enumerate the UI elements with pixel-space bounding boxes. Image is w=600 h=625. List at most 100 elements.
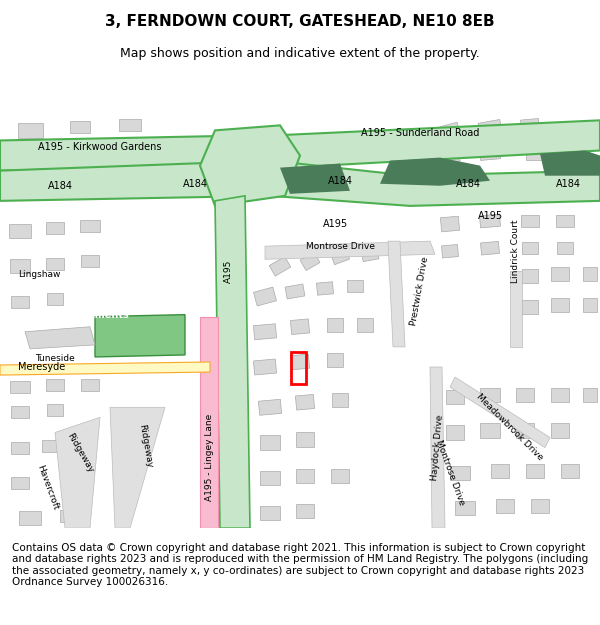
Text: Ridgeway: Ridgeway <box>137 423 153 468</box>
Bar <box>269 256 291 276</box>
Bar <box>583 298 597 312</box>
Bar <box>11 477 29 489</box>
Polygon shape <box>388 241 405 347</box>
Bar <box>550 124 570 136</box>
Text: A195 - Lingey Lane: A195 - Lingey Lane <box>205 414 215 501</box>
Bar <box>531 499 549 513</box>
Bar <box>260 506 280 520</box>
Polygon shape <box>450 377 550 448</box>
Bar <box>11 441 29 454</box>
Bar <box>20 149 40 162</box>
Bar <box>46 222 64 234</box>
Bar <box>296 504 314 518</box>
Polygon shape <box>55 418 100 528</box>
Bar <box>361 247 379 262</box>
Bar <box>10 381 30 393</box>
Bar <box>450 466 470 480</box>
Bar <box>479 214 500 228</box>
Bar <box>296 432 314 446</box>
Bar <box>11 296 29 308</box>
Bar <box>253 359 277 375</box>
Bar <box>260 436 280 449</box>
Bar <box>478 119 502 135</box>
Bar <box>42 439 58 452</box>
Text: A184: A184 <box>182 179 208 189</box>
Bar <box>557 242 573 254</box>
Text: Havercroft: Havercroft <box>35 464 61 512</box>
Text: A195: A195 <box>223 259 233 283</box>
Text: Map shows position and indicative extent of the property.: Map shows position and indicative extent… <box>120 48 480 61</box>
Bar <box>70 121 90 133</box>
Polygon shape <box>510 271 522 347</box>
Text: Montrose Drive: Montrose Drive <box>434 439 466 507</box>
Bar <box>9 224 31 238</box>
Bar <box>296 469 314 482</box>
Polygon shape <box>0 136 250 171</box>
Bar <box>583 388 597 402</box>
Bar <box>285 284 305 299</box>
Text: Lindrick Court: Lindrick Court <box>511 219 520 283</box>
Bar <box>583 268 597 281</box>
Bar <box>347 281 363 292</box>
Bar <box>10 259 30 273</box>
Bar <box>479 147 500 161</box>
Text: Allotments: Allotments <box>70 309 130 319</box>
Polygon shape <box>95 314 185 357</box>
Bar <box>481 241 499 255</box>
Text: A184: A184 <box>455 179 481 189</box>
Text: A195: A195 <box>322 219 347 229</box>
Bar <box>46 258 64 271</box>
Bar <box>357 318 373 332</box>
Text: Ridgeway: Ridgeway <box>65 431 95 474</box>
Bar <box>81 379 99 391</box>
Text: 3, FERNDOWN COURT, GATESHEAD, NE10 8EB: 3, FERNDOWN COURT, GATESHEAD, NE10 8EB <box>105 14 495 29</box>
Bar <box>522 242 538 254</box>
Bar <box>522 299 538 314</box>
Bar <box>526 464 544 478</box>
Bar <box>61 148 79 159</box>
Bar <box>290 319 310 334</box>
Bar <box>290 354 310 370</box>
Polygon shape <box>540 151 600 176</box>
Text: Meadowbrook Drive: Meadowbrook Drive <box>475 392 545 462</box>
Polygon shape <box>0 362 210 375</box>
Bar <box>60 510 80 522</box>
Bar <box>46 379 64 391</box>
Bar <box>522 269 538 284</box>
Text: A184: A184 <box>328 176 353 186</box>
Bar <box>81 255 99 268</box>
Polygon shape <box>25 327 95 349</box>
Text: A195 - Kirkwood Gardens: A195 - Kirkwood Gardens <box>38 142 162 152</box>
Bar <box>455 501 475 515</box>
Bar <box>561 464 579 478</box>
Bar <box>331 248 350 264</box>
Bar <box>440 147 460 164</box>
Polygon shape <box>230 120 600 171</box>
Bar <box>551 423 569 438</box>
Text: A195 - Sunderland Road: A195 - Sunderland Road <box>361 128 479 138</box>
Bar <box>331 469 349 482</box>
Text: Meresyde: Meresyde <box>18 362 65 372</box>
Bar <box>491 464 509 478</box>
Bar <box>295 394 314 410</box>
Polygon shape <box>380 158 490 186</box>
Bar <box>440 122 460 139</box>
Text: Tuneside: Tuneside <box>35 354 75 364</box>
Bar <box>80 220 100 232</box>
Bar <box>260 471 280 485</box>
Polygon shape <box>0 161 600 206</box>
Bar <box>516 388 534 402</box>
Text: Haydock Drive: Haydock Drive <box>430 414 445 481</box>
Text: Montrose Drive: Montrose Drive <box>305 242 374 251</box>
Bar <box>446 390 464 404</box>
Bar <box>291 352 306 384</box>
Bar <box>47 292 63 304</box>
Text: Lingshaw: Lingshaw <box>18 270 61 279</box>
Polygon shape <box>430 367 445 528</box>
Bar <box>480 388 500 402</box>
Bar <box>480 423 500 438</box>
Text: Contains OS data © Crown copyright and database right 2021. This information is : Contains OS data © Crown copyright and d… <box>12 542 588 588</box>
Bar <box>47 404 63 416</box>
Bar <box>17 123 43 138</box>
Polygon shape <box>200 126 300 206</box>
